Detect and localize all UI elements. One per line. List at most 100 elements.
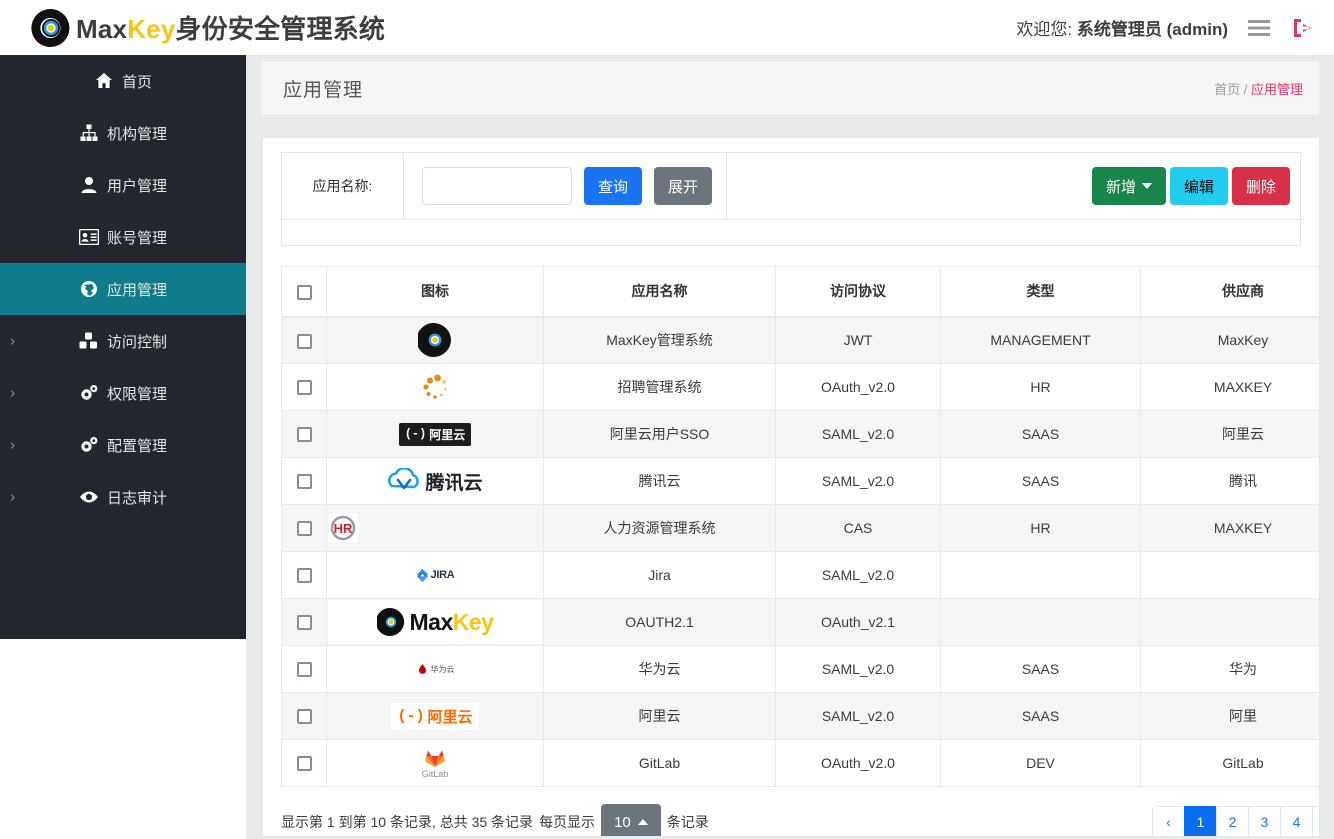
sidebar-item-label: 权限管理 [106, 385, 167, 403]
huawei-logo-text: 华为云 [430, 664, 455, 674]
row-appname-cell: 人力资源管理系统 [543, 504, 776, 552]
page-button-2[interactable]: 2 [1216, 806, 1249, 836]
row-select-cell [281, 645, 327, 693]
row-select-cell [281, 598, 327, 646]
table-row[interactable]: MaxKey OAUTH2.1 OAuth_v2.1 [281, 598, 1319, 646]
row-appname-cell: MaxKey管理系统 [543, 316, 776, 364]
table-row[interactable]: GitLab GitLab OAuth_v2.0 DEV GitLab [281, 739, 1319, 787]
row-checkbox[interactable] [296, 709, 312, 725]
page-title: 应用管理 [283, 79, 364, 101]
id-card-icon [78, 227, 99, 247]
row-checkbox[interactable] [296, 427, 312, 443]
column-header-type[interactable]: 类型 [940, 266, 1141, 318]
row-logo-cell [326, 363, 544, 411]
select-all-header [281, 266, 327, 318]
row-protocol-cell: SAML_v2.0 [775, 457, 941, 505]
row-checkbox[interactable] [296, 474, 312, 490]
aliyun-logo-text: 阿里云 [429, 427, 466, 442]
pagination-controls: ‹ 1 2 3 4 › [1152, 806, 1319, 836]
chevron-right-icon[interactable]: › [10, 384, 15, 402]
column-header-protocol[interactable]: 访问协议 [775, 266, 941, 318]
sidebar-item-permission[interactable]: › 权限管理 [0, 367, 246, 419]
toolbar-spacer [727, 153, 1092, 219]
row-checkbox[interactable] [296, 756, 312, 772]
row-protocol-cell: OAuth_v2.0 [775, 363, 941, 411]
hamburger-icon[interactable] [1246, 15, 1272, 41]
page-size-dropdown[interactable]: 10 [601, 804, 661, 836]
select-all-checkbox[interactable] [296, 284, 312, 300]
page-button-4[interactable]: 4 [1280, 806, 1313, 836]
maxkey-logo-max-text: Max [409, 608, 454, 635]
row-protocol-cell: OAuth_v2.1 [775, 598, 941, 646]
search-input[interactable] [422, 167, 572, 205]
row-logo-cell: 华为云 [326, 645, 544, 693]
table-row[interactable]: MaxKey管理系统 JWT MANAGEMENT MaxKey [281, 316, 1319, 364]
aliyun-bracket-mark: (-) [397, 707, 425, 725]
cogs-icon [79, 383, 99, 403]
row-checkbox[interactable] [296, 615, 312, 631]
tencent-logo-text: 腾讯云 [425, 472, 483, 494]
sidebar-item-access-control[interactable]: › 访问控制 [0, 315, 246, 367]
row-protocol-cell: JWT [775, 316, 941, 364]
chevron-right-icon[interactable]: › [10, 436, 15, 454]
per-page-suffix: 条记录 [666, 814, 709, 830]
row-protocol-cell: OAuth_v2.0 [775, 739, 941, 787]
sidebar-nav: 首页 机构管理 [0, 55, 246, 639]
applications-table-wrapper: 图标 应用名称 访问协议 类型 供应商 [281, 266, 1319, 836]
row-checkbox[interactable] [296, 568, 312, 584]
add-button[interactable]: 新增 [1091, 167, 1166, 205]
maxkey-logo-icon [30, 7, 72, 49]
sidebar-item-home[interactable]: 首页 [0, 55, 246, 107]
logout-icon[interactable] [1290, 15, 1316, 41]
page-prev-button[interactable]: ‹ [1152, 806, 1185, 836]
row-checkbox[interactable] [296, 662, 312, 678]
row-logo-cell: (-) 阿里云 [326, 410, 544, 458]
row-select-cell [281, 363, 327, 411]
table-row[interactable]: JIRA Jira SAML_v2.0 [281, 551, 1319, 599]
search-label: 应用名称: [282, 153, 404, 219]
chevron-right-icon[interactable]: › [10, 488, 15, 506]
maxkey-wide-logo: MaxKey [328, 600, 542, 644]
sidebar-item-user[interactable]: 用户管理 [0, 159, 246, 211]
brand-key-text: Key [127, 14, 176, 44]
sidebar-item-audit[interactable]: › 日志审计 [0, 471, 246, 523]
delete-button[interactable]: 删除 [1231, 167, 1290, 205]
row-vendor-cell: MaxKey [1140, 316, 1319, 364]
aliyun-bracket-mark: (-) [404, 427, 427, 441]
expand-button[interactable]: 展开 [654, 167, 713, 205]
sidebar-item-org[interactable]: 机构管理 [0, 107, 246, 159]
table-head: 图标 应用名称 访问协议 类型 供应商 [281, 266, 1319, 318]
table-row[interactable]: (-) 阿里云 阿里云 SAML_v2.0 SAAS 阿里 [281, 692, 1319, 740]
page-button-3[interactable]: 3 [1248, 806, 1281, 836]
chevron-right-icon[interactable]: › [10, 332, 15, 350]
add-button-label: 新增 [1105, 178, 1136, 196]
brand-logo-area[interactable]: MaxKey身份安全管理系统 [30, 0, 385, 55]
sidebar-item-app[interactable]: 应用管理 [0, 263, 246, 315]
table-row[interactable]: 华为云 华为云 SAML_v2.0 SAAS 华为 [281, 645, 1319, 693]
edit-button[interactable]: 编辑 [1169, 167, 1228, 205]
table-row[interactable]: HR 人力资源管理系统 CAS HR MAXKEY [281, 504, 1319, 552]
tencent-cloud-logo: 腾讯云 [328, 459, 542, 503]
table-row[interactable]: (-) 阿里云 阿里云用户SSO SAML_v2.0 SAAS 阿里云 [281, 410, 1319, 458]
page-button-1[interactable]: 1 [1184, 806, 1217, 836]
sidebar-item-config[interactable]: › 配置管理 [0, 419, 246, 471]
column-header-icon[interactable]: 图标 [326, 266, 544, 318]
brand-title: MaxKey身份安全管理系统 [76, 9, 385, 46]
row-checkbox[interactable] [296, 333, 312, 349]
column-header-appname[interactable]: 应用名称 [543, 266, 776, 318]
row-type-cell: MANAGEMENT [940, 316, 1141, 364]
row-checkbox[interactable] [296, 521, 312, 537]
content-panel: 应用名称: 查询 展开 新增 编辑 删除 [262, 137, 1320, 837]
table-row[interactable]: 腾讯云 腾讯云 SAML_v2.0 SAAS 腾讯 [281, 457, 1319, 505]
aliyun-orange-logo: (-) 阿里云 [328, 694, 542, 738]
table-row[interactable]: 招聘管理系统 OAuth_v2.0 HR MAXKEY [281, 363, 1319, 411]
breadcrumb-home[interactable]: 首页 [1214, 81, 1241, 97]
row-checkbox[interactable] [296, 380, 312, 396]
sidebar-item-label: 机构管理 [106, 125, 167, 143]
query-button[interactable]: 查询 [584, 167, 643, 205]
row-vendor-cell: GitLab [1140, 739, 1319, 787]
sidebar-item-label: 首页 [121, 73, 152, 91]
column-header-vendor[interactable]: 供应商 [1140, 266, 1319, 318]
page-next-button[interactable]: › [1312, 806, 1319, 836]
sidebar-item-account[interactable]: 账号管理 [0, 211, 246, 263]
